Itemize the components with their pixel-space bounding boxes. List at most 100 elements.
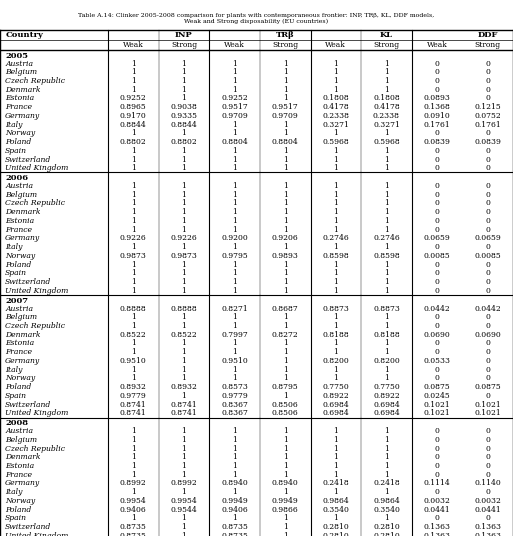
Text: 1: 1: [232, 462, 237, 470]
Text: Italy: Italy: [5, 243, 23, 251]
Text: 0.9517: 0.9517: [272, 103, 299, 111]
Text: 0.9226: 0.9226: [170, 234, 198, 242]
Text: 1: 1: [283, 322, 288, 330]
Text: 1: 1: [131, 191, 136, 199]
Text: 0: 0: [485, 94, 490, 102]
Text: 0.9517: 0.9517: [221, 103, 248, 111]
Text: 1: 1: [182, 260, 186, 269]
Text: 0.8687: 0.8687: [272, 304, 299, 312]
Text: Austria: Austria: [5, 59, 33, 68]
Text: Germany: Germany: [5, 357, 40, 365]
Text: 1: 1: [232, 121, 237, 129]
Text: 0.2338: 0.2338: [322, 112, 349, 120]
Text: 0: 0: [435, 226, 440, 234]
Text: 0.1761: 0.1761: [475, 121, 501, 129]
Text: 1: 1: [283, 164, 288, 172]
Text: KL: KL: [380, 31, 393, 39]
Text: 0.8200: 0.8200: [323, 357, 349, 365]
Text: 1: 1: [232, 260, 237, 269]
Text: 1: 1: [232, 313, 237, 321]
Text: 1: 1: [333, 278, 338, 286]
Text: 0.8598: 0.8598: [373, 252, 400, 260]
Text: 0.8367: 0.8367: [221, 410, 248, 418]
Text: 0.0659: 0.0659: [424, 234, 450, 242]
Text: 1: 1: [384, 339, 389, 347]
Text: 0: 0: [485, 164, 490, 172]
Text: 1: 1: [182, 488, 186, 496]
Text: 1: 1: [283, 436, 288, 444]
Text: Estonia: Estonia: [5, 94, 34, 102]
Text: 1: 1: [131, 208, 136, 216]
Text: 0.8735: 0.8735: [120, 532, 147, 536]
Text: 0.9709: 0.9709: [221, 112, 248, 120]
Text: 1: 1: [131, 217, 136, 225]
Text: United Kingdom: United Kingdom: [5, 164, 69, 172]
Text: 0.9510: 0.9510: [120, 357, 147, 365]
Text: France: France: [5, 348, 32, 356]
Text: 1: 1: [232, 155, 237, 163]
Text: 1: 1: [232, 366, 237, 374]
Text: 0: 0: [435, 453, 440, 461]
Text: 1: 1: [384, 366, 389, 374]
Text: 0: 0: [485, 68, 490, 76]
Text: Italy: Italy: [5, 488, 23, 496]
Text: 0.9226: 0.9226: [120, 234, 147, 242]
Text: 1: 1: [283, 278, 288, 286]
Text: 1: 1: [131, 147, 136, 155]
Text: 0.8506: 0.8506: [272, 410, 299, 418]
Text: 0.0533: 0.0533: [424, 357, 450, 365]
Text: Spain: Spain: [5, 392, 27, 400]
Text: 1: 1: [232, 348, 237, 356]
Text: 0.0690: 0.0690: [424, 331, 450, 339]
Text: Spain: Spain: [5, 147, 27, 155]
Text: 1: 1: [333, 199, 338, 207]
Text: 0.5968: 0.5968: [373, 138, 400, 146]
Text: 1: 1: [384, 191, 389, 199]
Text: 1: 1: [333, 226, 338, 234]
Text: 1: 1: [384, 155, 389, 163]
Text: 1: 1: [384, 68, 389, 76]
Text: 0: 0: [485, 199, 490, 207]
Text: 1: 1: [232, 436, 237, 444]
Text: 0: 0: [435, 217, 440, 225]
Text: 1: 1: [182, 444, 186, 452]
Text: 1: 1: [232, 86, 237, 94]
Text: 1: 1: [384, 427, 389, 435]
Text: Table A.14: Clinker 2005-2008 comparison for plants with contemporaneous frontie: Table A.14: Clinker 2005-2008 comparison…: [78, 13, 435, 24]
Text: Estonia: Estonia: [5, 339, 34, 347]
Text: 0.1021: 0.1021: [475, 410, 501, 418]
Text: 0: 0: [435, 462, 440, 470]
Text: 0.2418: 0.2418: [373, 479, 400, 487]
Text: 0.9406: 0.9406: [120, 505, 147, 513]
Text: 1: 1: [384, 243, 389, 251]
Text: 0.9170: 0.9170: [120, 112, 147, 120]
Text: 0.4178: 0.4178: [323, 103, 349, 111]
Text: 1: 1: [333, 68, 338, 76]
Text: 1: 1: [232, 226, 237, 234]
Text: 1: 1: [333, 129, 338, 137]
Text: 0.1363: 0.1363: [424, 532, 450, 536]
Text: 0: 0: [435, 164, 440, 172]
Text: 1: 1: [182, 322, 186, 330]
Text: 0: 0: [485, 191, 490, 199]
Text: 0.1021: 0.1021: [475, 400, 501, 408]
Text: 1: 1: [283, 348, 288, 356]
Text: 1: 1: [131, 339, 136, 347]
Text: 0.1021: 0.1021: [424, 410, 450, 418]
Text: United Kingdom: United Kingdom: [5, 410, 69, 418]
Text: United Kingdom: United Kingdom: [5, 287, 69, 295]
Text: Italy: Italy: [5, 366, 23, 374]
Text: 0.3271: 0.3271: [373, 121, 400, 129]
Text: 0: 0: [435, 182, 440, 190]
Text: 1: 1: [232, 269, 237, 277]
Text: 1: 1: [182, 287, 186, 295]
Text: 0.0875: 0.0875: [424, 383, 450, 391]
Text: 1: 1: [232, 444, 237, 452]
Text: 1: 1: [131, 182, 136, 190]
Text: 1: 1: [333, 208, 338, 216]
Text: 1: 1: [182, 199, 186, 207]
Text: 1: 1: [232, 278, 237, 286]
Text: France: France: [5, 471, 32, 479]
Text: 1: 1: [283, 488, 288, 496]
Text: 1: 1: [232, 199, 237, 207]
